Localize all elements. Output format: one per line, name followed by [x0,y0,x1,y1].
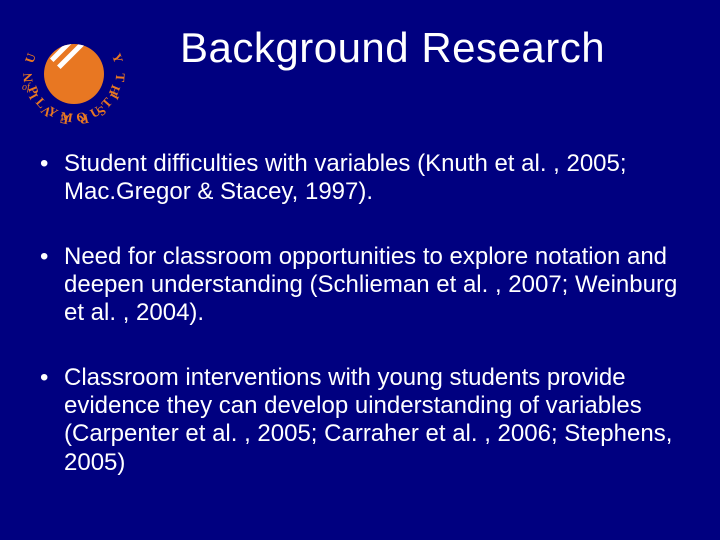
bullet-item: Student difficulties with variables (Knu… [36,150,690,207]
svg-text:of: of [22,82,31,93]
bullet-list: Student difficulties with variables (Knu… [36,150,690,477]
svg-text:O: O [75,109,88,125]
bullet-item: Classroom interventions with young stude… [36,364,690,477]
bullet-item: Need for classroom opportunities to expl… [36,243,690,328]
slide: UNIVERSITYPLYMOUTHof Background Research… [0,0,720,540]
svg-text:M: M [59,108,74,125]
slide-title: Background Research [180,24,700,72]
slide-body: Student difficulties with variables (Knu… [36,150,690,513]
svg-text:U: U [22,51,40,66]
university-logo: UNIVERSITYPLYMOUTHof [14,14,134,134]
svg-text:Y: Y [109,51,127,66]
svg-text:T: T [113,73,129,83]
